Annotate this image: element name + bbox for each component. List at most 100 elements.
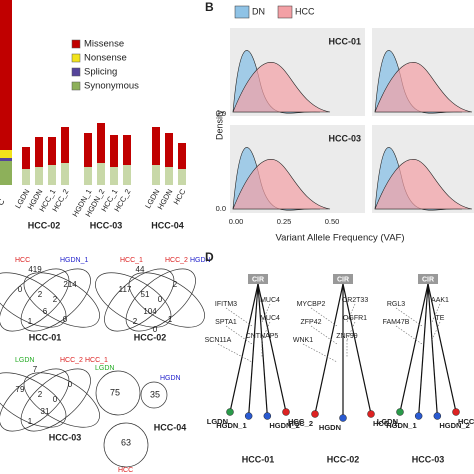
venn-count: 0 xyxy=(18,285,23,294)
bar xyxy=(178,143,186,169)
root-node xyxy=(248,274,268,284)
tree-title: HCC-03 xyxy=(412,454,445,464)
bar xyxy=(110,167,118,185)
gene-pointer xyxy=(395,307,423,327)
venn-count: 1 xyxy=(28,417,33,426)
legend-swatch xyxy=(277,5,293,19)
y-tick-label: 0.0 xyxy=(216,204,226,213)
venn-set xyxy=(103,422,149,468)
set-label: HCC_2 xyxy=(60,357,83,364)
branch xyxy=(399,283,429,413)
bar xyxy=(97,123,105,163)
branch xyxy=(314,283,344,415)
tree-title: HCC-02 xyxy=(327,454,360,464)
legend-swatch xyxy=(71,39,81,49)
venn-set xyxy=(125,268,196,332)
root-label: CIR xyxy=(337,276,349,283)
venn-count: 79 xyxy=(16,385,25,394)
density-hcc xyxy=(374,159,473,210)
root-label: CIR xyxy=(422,276,434,283)
venn-count: 214 xyxy=(63,280,77,289)
bar xyxy=(61,127,69,163)
sample-label: C xyxy=(0,197,7,207)
branch xyxy=(229,283,259,413)
venn-count: 35 xyxy=(150,389,160,399)
bar xyxy=(152,127,160,165)
bar xyxy=(35,167,43,185)
venn-count: 2 xyxy=(133,317,138,326)
leaf-node xyxy=(396,408,404,416)
gene-label: MYCBP2 xyxy=(297,301,326,308)
density-hcc xyxy=(374,62,473,113)
venn-set xyxy=(23,372,100,428)
group-label: HCC-03 xyxy=(90,220,123,230)
gene-pointer xyxy=(217,343,253,363)
venn-count: 1 xyxy=(168,315,173,324)
legend-swatch xyxy=(71,67,81,77)
gene-pointer xyxy=(346,303,356,323)
bar xyxy=(84,133,92,167)
gene-label: IFITM3 xyxy=(215,301,237,308)
venn-count: 0 xyxy=(158,295,163,304)
gene-pointer xyxy=(431,321,441,341)
venn-count: 0 xyxy=(68,380,73,389)
set-label: HCC_1 xyxy=(85,357,108,364)
venn-set xyxy=(95,272,172,328)
gene-pointer xyxy=(225,325,253,345)
gene-label: ZFP42 xyxy=(300,319,321,326)
bar xyxy=(0,158,12,161)
branch xyxy=(248,283,259,417)
legend-label: Synonymous xyxy=(84,81,139,92)
plot-title: HCC-01 xyxy=(328,36,361,46)
bar xyxy=(48,137,56,165)
gene-label: SPTA1 xyxy=(215,319,237,326)
x-tick-label: 0.25 xyxy=(277,217,292,226)
leaf-node xyxy=(339,414,347,422)
bar xyxy=(165,167,173,185)
gene-pointer xyxy=(261,303,271,323)
legend-label: DN xyxy=(252,6,265,16)
gene-pointer xyxy=(346,321,356,341)
axis-label: Density xyxy=(214,109,224,140)
gene-label: MUC4 xyxy=(260,315,280,322)
venn-count: 6 xyxy=(43,307,48,316)
venn-set xyxy=(0,372,67,428)
venn-count: 2 xyxy=(53,295,58,304)
root-node xyxy=(418,274,438,284)
branch xyxy=(342,283,372,415)
bar xyxy=(35,137,43,167)
legend-label: HCC xyxy=(295,6,315,16)
gene-label: MUC4 xyxy=(260,297,280,304)
branch xyxy=(427,283,438,417)
venn-title: HCC-03 xyxy=(49,432,82,442)
legend-swatch xyxy=(71,81,81,91)
gene-pointer xyxy=(310,325,338,345)
venn-count: 0 xyxy=(53,395,58,404)
gene-label: FAM47B xyxy=(383,319,410,326)
bar xyxy=(61,163,69,185)
venn-count: 31 xyxy=(41,407,50,416)
venn-set xyxy=(20,268,91,332)
root-label: CIR xyxy=(252,276,264,283)
gene-label: RGL3 xyxy=(387,301,405,308)
venn-count: 75 xyxy=(110,387,120,397)
venn-count: 419 xyxy=(28,265,42,274)
bar xyxy=(110,135,118,167)
density-hcc xyxy=(232,159,331,210)
venn-count: 1 xyxy=(28,317,33,326)
venn-count: 0 xyxy=(153,325,158,334)
venn-set xyxy=(0,368,70,432)
legend-label: Missense xyxy=(84,39,124,50)
tree-title: HCC-01 xyxy=(242,454,275,464)
venn-count: 2 xyxy=(173,280,178,289)
leaf-label: HCC_2 xyxy=(458,417,474,426)
venn-count: 117 xyxy=(119,285,132,294)
gene-label: AAK1 xyxy=(431,297,449,304)
branch xyxy=(427,283,457,413)
leaf-label: HCC_2 xyxy=(288,419,313,428)
leaf-node xyxy=(226,408,234,416)
gene-label: WNK1 xyxy=(293,337,313,344)
gene-pointer xyxy=(225,307,253,327)
legend-label: Nonsense xyxy=(84,53,127,64)
